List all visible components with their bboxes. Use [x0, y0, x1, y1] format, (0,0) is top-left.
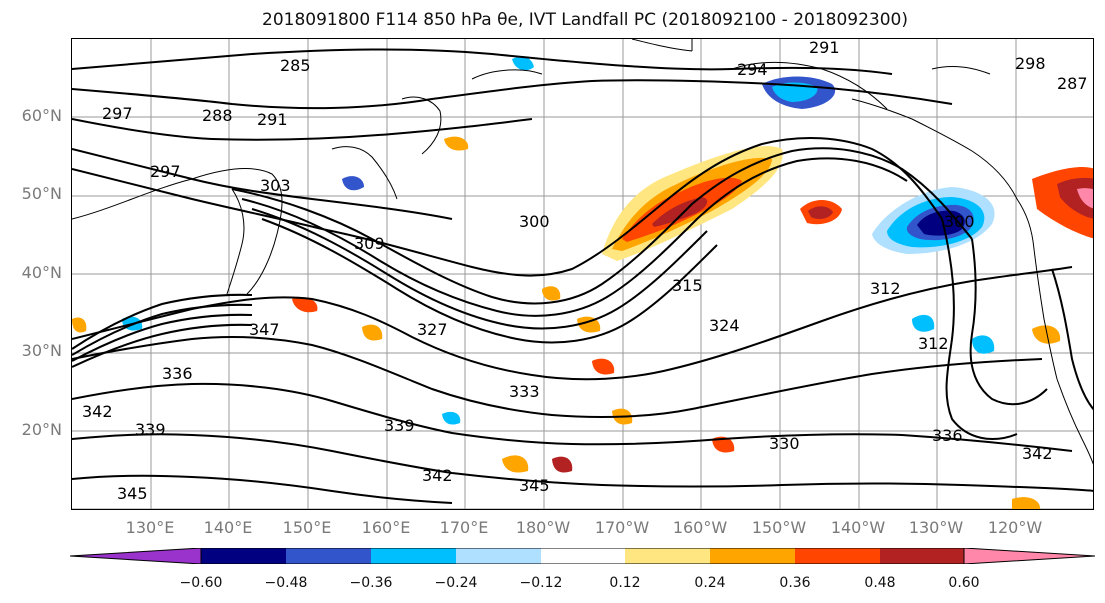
lon-label-130e: 130°E — [125, 518, 175, 537]
colorbar — [70, 548, 1095, 564]
contour-label: 345 — [519, 476, 550, 495]
coastlines — [72, 39, 1093, 465]
contour-label: 298 — [1015, 54, 1046, 73]
lat-label-60n: 60°N — [21, 106, 62, 125]
contour-labels: 285 288 291 297 297 303 309 300 291 294 … — [82, 39, 1088, 503]
contour-label: 333 — [509, 382, 540, 401]
contour-label: 315 — [672, 276, 703, 295]
lat-label-20n: 20°N — [21, 420, 62, 439]
colorbar-bin — [286, 548, 371, 564]
theta-e-contours — [72, 48, 1093, 504]
contour-label: 339 — [135, 420, 166, 439]
colorbar-tick-label: 0.60 — [948, 575, 980, 591]
contour-label: 347 — [249, 320, 280, 339]
colorbar-bin — [201, 548, 286, 564]
contour-label: 327 — [417, 320, 448, 339]
lon-label-140e: 140°E — [203, 518, 253, 537]
colorbar-extend-low — [70, 548, 202, 564]
lat-label-40n: 40°N — [21, 263, 62, 282]
colorbar-tick-label: −0.60 — [179, 575, 223, 591]
contour-label: 288 — [202, 106, 233, 125]
plot-title: 2018091800 F114 850 hPa θe, IVT Landfall… — [0, 10, 1105, 30]
lon-label-140w: 140°W — [830, 518, 886, 537]
contour-label: 303 — [260, 176, 291, 195]
contour-label: 297 — [102, 104, 133, 123]
colorbar-tick-label: −0.48 — [264, 575, 308, 591]
colorbar-bin — [795, 548, 880, 564]
title-text: 2018091800 F114 850 hPa θe, IVT Landfall… — [262, 10, 908, 30]
colorbar-outline — [200, 548, 965, 564]
contour-label: 291 — [809, 39, 840, 57]
graticule — [72, 39, 1093, 509]
contour-label: 312 — [870, 279, 901, 298]
lon-label-170w: 170°W — [594, 518, 650, 537]
contour-label: 287 — [1057, 74, 1088, 93]
lon-label-160w: 160°W — [672, 518, 728, 537]
map-canvas: 285 288 291 297 297 303 309 300 291 294 … — [72, 39, 1093, 509]
lat-label-30n: 30°N — [21, 341, 62, 360]
contour-label: 345 — [117, 484, 148, 503]
contour-label: 324 — [709, 316, 740, 335]
contour-label: 336 — [162, 364, 193, 383]
contour-label: 330 — [769, 434, 800, 453]
colorbar-tick-label: −0.12 — [519, 575, 563, 591]
colorbar-tick-label: −0.24 — [434, 575, 478, 591]
contour-label: 312 — [918, 334, 949, 353]
lon-label-120w: 120°W — [987, 518, 1043, 537]
contour-label: 300 — [519, 212, 550, 231]
map-panel: 285 288 291 297 297 303 309 300 291 294 … — [71, 38, 1094, 510]
contour-label: 285 — [280, 56, 311, 75]
contour-label: 291 — [257, 110, 288, 129]
contour-label: 294 — [737, 60, 768, 79]
contour-label: 342 — [1022, 444, 1053, 463]
lon-label-150w: 150°W — [751, 518, 807, 537]
colorbar-tick-label: 0.36 — [779, 575, 811, 591]
colorbar-tick-label: 0.48 — [864, 575, 896, 591]
colorbar-bin — [710, 548, 795, 564]
contour-label: 342 — [82, 402, 113, 421]
colorbar-tick-label: 0.12 — [609, 575, 641, 591]
contour-label: 309 — [354, 234, 385, 253]
colorbar-bin — [541, 548, 625, 564]
contour-label: 297 — [150, 162, 181, 181]
colorbar-tick-label: 0.24 — [694, 575, 726, 591]
colorbar-extend-high — [963, 548, 1095, 564]
colorbar-bin — [880, 548, 964, 564]
colorbar-bin — [456, 548, 541, 564]
lon-label-130w: 130°W — [908, 518, 964, 537]
contour-label: 339 — [384, 416, 415, 435]
contour-label: 336 — [932, 426, 963, 445]
lon-label-170e: 170°E — [439, 518, 489, 537]
lon-label-150e: 150°E — [282, 518, 332, 537]
contour-label: 300 — [944, 212, 975, 231]
lon-label-160e: 160°E — [361, 518, 411, 537]
colorbar-bin — [625, 548, 710, 564]
colorbar-tick-label: −0.36 — [349, 575, 393, 591]
lon-label-180w: 180°W — [515, 518, 571, 537]
colorbar-bin — [371, 548, 456, 564]
lat-label-50n: 50°N — [21, 184, 62, 203]
contour-label: 342 — [422, 466, 453, 485]
